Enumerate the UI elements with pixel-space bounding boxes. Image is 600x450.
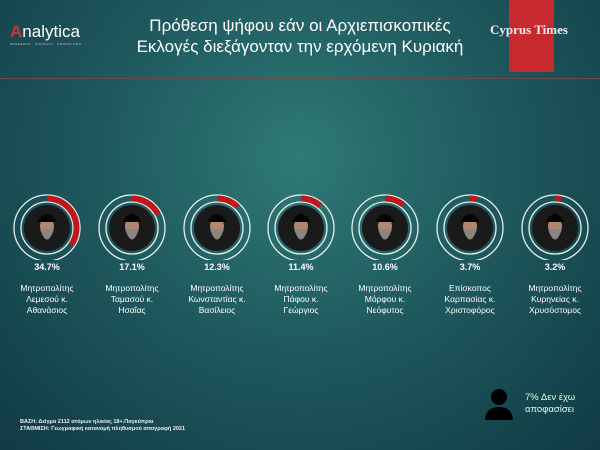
donut-segment bbox=[184, 195, 250, 260]
candidate-label: 10.6% Μητροπολίτης Μόρφου κ. Νεόφυτος bbox=[340, 262, 430, 316]
percent-label: 12.3% bbox=[204, 262, 230, 272]
donut-segment bbox=[522, 195, 588, 260]
divider bbox=[0, 78, 600, 79]
candidate-label: 3.7% Επίσκοπος Καρπασίας κ. Χριστοφόρος bbox=[425, 262, 515, 316]
undecided-label: 7% Δεν έχω αποφασίσει bbox=[525, 392, 575, 416]
name-line: Μητροπολίτης bbox=[528, 283, 582, 293]
donut-inner-ring bbox=[274, 201, 328, 255]
candidate-label: 12.3% Μητροπολίτης Κωνσταντίας κ. Βασίλειος bbox=[172, 262, 262, 316]
donut-inner-ring bbox=[443, 201, 497, 255]
donut-outer-ring bbox=[13, 194, 81, 260]
percent-label: 3.7% bbox=[459, 262, 481, 272]
title-line-2: Εκλογές διεξάγονταν την ερχόμενη Κυριακή bbox=[136, 37, 464, 56]
name-line: Μητροπολίτης bbox=[105, 283, 159, 293]
candidate-portrait bbox=[24, 205, 70, 251]
name-line: Ησαΐας bbox=[118, 305, 146, 315]
brand-bar bbox=[509, 0, 554, 72]
percent-label: 34.7% bbox=[34, 262, 60, 272]
donut-segment bbox=[14, 195, 80, 260]
name-line: Επίσκοπος bbox=[449, 283, 491, 293]
name-line: Καρπασίας κ. bbox=[444, 294, 496, 304]
donut-outer-ring bbox=[183, 194, 251, 260]
name-line: Μόρφου κ. bbox=[364, 294, 406, 304]
analytica-logo: Analytica RESEARCH · INSIGHTS · CONSULTIN… bbox=[10, 22, 82, 46]
donut-outer-ring bbox=[98, 194, 166, 260]
name-line: Βασίλειος bbox=[198, 305, 236, 315]
donut-outer-ring bbox=[521, 194, 589, 260]
candidate-name: Μητροπολίτης Μόρφου κ. Νεόφυτος bbox=[340, 283, 430, 316]
note-base: ΒΑΣΗ: Δείγμα 2112 ατόμων ηλικίας 18+.Παγ… bbox=[20, 419, 154, 425]
percent-label: 3.2% bbox=[544, 262, 566, 272]
undecided-line2: αποφασίσει bbox=[525, 404, 575, 415]
person-icon bbox=[485, 389, 513, 420]
candidate-portrait bbox=[362, 205, 408, 251]
name-line: Μητροπολίτης bbox=[274, 283, 328, 293]
name-line: Μητροπολίτης bbox=[20, 283, 74, 293]
donut-outer-ring bbox=[267, 194, 335, 260]
donut-segment bbox=[268, 195, 334, 260]
name-line: Χρυσόστομος bbox=[528, 305, 582, 315]
donut-segment bbox=[352, 195, 418, 260]
percent-label: 10.6% bbox=[372, 262, 398, 272]
donut-segment bbox=[99, 195, 165, 260]
candidate-label: 34.7% Μητροπολίτης Λεμεσού κ. Αθανάσιος bbox=[2, 262, 92, 316]
donut-inner-ring bbox=[528, 201, 582, 255]
name-line: Γεώργιος bbox=[283, 305, 319, 315]
candidate-label: 3.2% Μητροπολίτης Κυρηνείας κ. Χρυσόστομος bbox=[510, 262, 600, 316]
cyprus-times-logo: Cyprus Times bbox=[490, 22, 568, 37]
title-line-1: Πρόθεση ψήφου εάν οι Αρχιεπισκοπικές bbox=[149, 16, 451, 35]
candidate-portrait bbox=[532, 205, 578, 251]
note-weight: ΣΤΑΘΜΙΣΗ: Γεωγραφική κατανομή πληθυσμού … bbox=[20, 426, 186, 432]
donut-inner-ring bbox=[190, 201, 244, 255]
methodology-notes: ΒΑΣΗ: Δείγμα 2112 ατόμων ηλικίας 18+.Παγ… bbox=[20, 419, 185, 433]
candidate-portrait bbox=[194, 205, 240, 251]
percent-label: 11.4% bbox=[288, 262, 314, 272]
donut-segment bbox=[437, 195, 503, 260]
donut-inner-ring bbox=[358, 201, 412, 255]
name-line: Κωνσταντίας κ. bbox=[188, 294, 246, 304]
candidate-name: Μητροπολίτης Ταμασού κ. Ησαΐας bbox=[87, 283, 177, 316]
candidate-portrait bbox=[278, 205, 324, 251]
donut-inner-ring bbox=[105, 201, 159, 255]
undecided-line1: 7% Δεν έχω bbox=[525, 392, 576, 403]
candidate-name: Μητροπολίτης Κωνσταντίας κ. Βασίλειος bbox=[172, 283, 262, 316]
name-line: Αθανάσιος bbox=[26, 305, 68, 315]
chart-title: Πρόθεση ψήφου εάν οι Αρχιεπισκοπικές Εκλο… bbox=[120, 15, 480, 57]
name-line: Μητροπολίτης bbox=[358, 283, 412, 293]
name-line: Λεμεσού κ. bbox=[26, 294, 68, 304]
candidate-name: Μητροπολίτης Πάφου κ. Γεώργιος bbox=[256, 283, 346, 316]
candidate-label: 17.1% Μητροπολίτης Ταμασού κ. Ησαΐας bbox=[87, 262, 177, 316]
name-line: Χριστοφόρος bbox=[445, 305, 495, 315]
donut-outer-ring bbox=[436, 194, 504, 260]
percent-label: 17.1% bbox=[119, 262, 145, 272]
name-line: Μητροπολίτης bbox=[190, 283, 244, 293]
name-line: Ταμασού κ. bbox=[110, 294, 154, 304]
donut-charts bbox=[13, 194, 589, 260]
candidate-name: Επίσκοπος Καρπασίας κ. Χριστοφόρος bbox=[425, 283, 515, 316]
name-line: Κυρηνείας κ. bbox=[531, 294, 579, 304]
candidate-name: Μητροπολίτης Κυρηνείας κ. Χρυσόστομος bbox=[510, 283, 600, 316]
candidate-portrait bbox=[109, 205, 155, 251]
name-line: Νεόφυτος bbox=[366, 305, 404, 315]
candidate-portrait bbox=[447, 205, 493, 251]
candidate-name: Μητροπολίτης Λεμεσού κ. Αθανάσιος bbox=[2, 283, 92, 316]
donut-inner-ring bbox=[20, 201, 74, 255]
name-line: Πάφου κ. bbox=[283, 294, 319, 304]
candidate-label: 11.4% Μητροπολίτης Πάφου κ. Γεώργιος bbox=[256, 262, 346, 316]
donut-outer-ring bbox=[351, 194, 419, 260]
